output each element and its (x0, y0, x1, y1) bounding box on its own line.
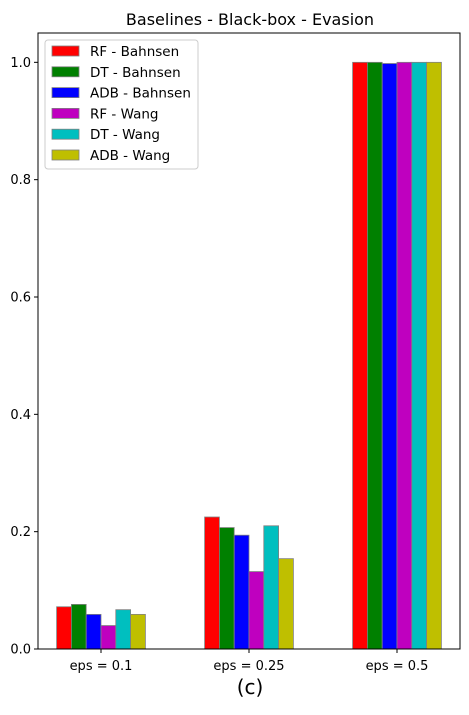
bar-2-2 (218, 527, 235, 650)
x-tick-label: eps = 0.1 (70, 659, 133, 674)
bar-4-1 (100, 625, 117, 650)
bar-3-1 (85, 613, 102, 650)
legend-swatch (51, 45, 80, 57)
legend-swatch (51, 66, 80, 78)
y-axis: 0.0 0.2 0.4 0.6 0.8 1.0 (10, 56, 38, 658)
x-tick-label: eps = 0.5 (366, 659, 429, 674)
y-tick-label: 0.6 (10, 291, 31, 306)
bars-group (56, 61, 442, 650)
legend-label: DT - Bahnsen (90, 65, 181, 81)
x-tick-label: eps = 0.25 (213, 659, 284, 674)
chart-caption: (c) (237, 675, 264, 699)
legend-label: ADB - Bahnsen (90, 86, 191, 102)
y-tick-label: 1.0 (10, 56, 31, 71)
y-tick-label: 0.8 (10, 173, 31, 188)
bar-2-1 (71, 604, 87, 650)
bar-2-3 (366, 61, 383, 650)
legend-label: RF - Bahnsen (90, 44, 179, 60)
bar-6-3 (426, 61, 442, 650)
bar-3-3 (381, 63, 398, 650)
legend-label: RF - Wang (90, 106, 158, 122)
bar-5-1 (115, 609, 132, 650)
bar-5-3 (411, 61, 427, 650)
bar-4-2 (248, 571, 265, 650)
bar-4-3 (396, 61, 413, 650)
y-tick-label: 0.4 (10, 408, 31, 423)
x-axis: eps = 0.1 eps = 0.25 eps = 0.5 (70, 649, 429, 674)
bar-1-1 (56, 606, 72, 650)
legend-label: ADB - Wang (90, 148, 170, 164)
legend-label: DT - Wang (90, 127, 160, 143)
bar-6-1 (130, 613, 146, 650)
y-tick-label: 0.0 (10, 643, 31, 658)
legend-swatch (51, 128, 80, 140)
bar-5-2 (263, 525, 279, 650)
y-tick-label: 0.2 (10, 525, 31, 540)
legend-swatch (51, 149, 80, 161)
bar-3-2 (233, 534, 250, 650)
legend-box (44, 39, 199, 170)
bar-6-2 (278, 558, 294, 650)
chart-title: Baselines - Black-box - Evasion (126, 10, 374, 29)
legend-swatch (51, 108, 80, 119)
bar-1-3 (352, 61, 368, 650)
bar-1-2 (204, 516, 220, 650)
legend-swatch (51, 87, 80, 98)
legend: RF - Bahnsen DT - Bahnsen ADB - Bahnsen RF … (44, 39, 199, 170)
